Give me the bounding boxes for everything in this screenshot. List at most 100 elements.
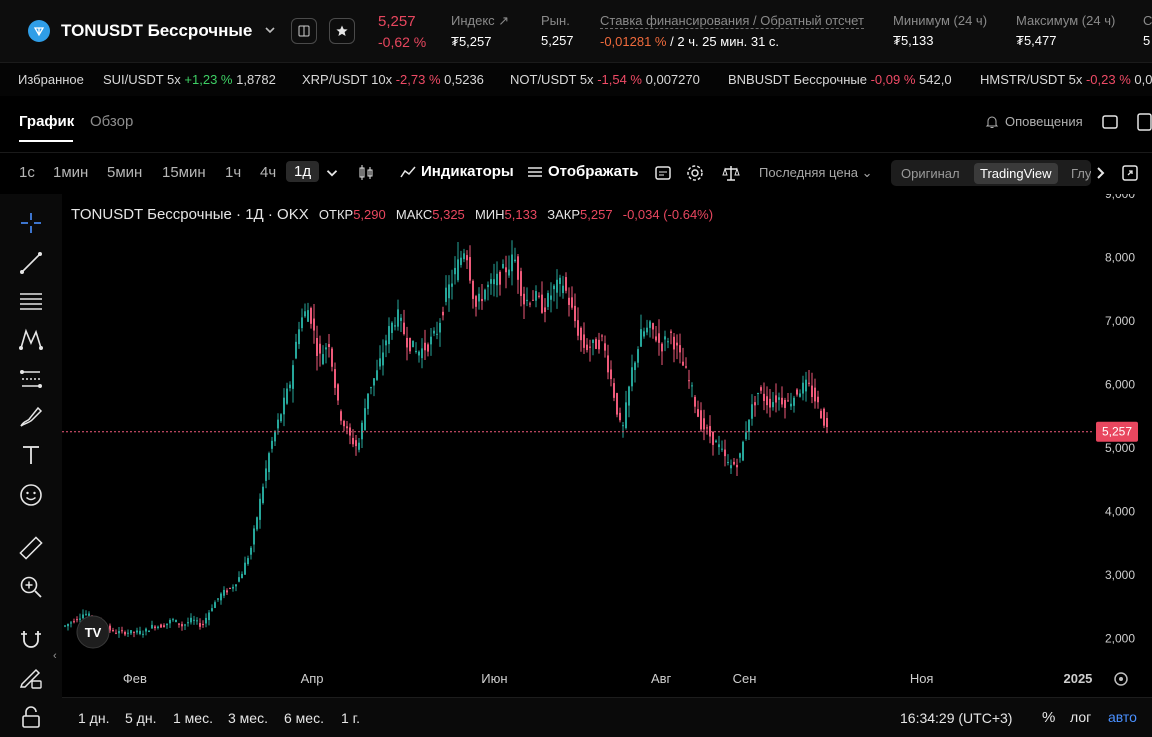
collapse-toolbar-icon[interactable]: ‹	[53, 650, 57, 662]
chevron-down-icon[interactable]	[262, 22, 278, 38]
candle-body	[355, 440, 357, 447]
candle-body	[85, 613, 87, 615]
range-5d[interactable]: 5 дн.	[125, 710, 157, 726]
alerts-button[interactable]: Оповещения	[985, 114, 1083, 129]
scale-icon[interactable]	[722, 164, 740, 182]
candle-body	[724, 449, 726, 457]
range-1y[interactable]: 1 г.	[341, 710, 360, 726]
fullscreen-icon[interactable]	[1121, 164, 1139, 182]
zoom-in-icon[interactable]	[18, 574, 44, 600]
favorite-item[interactable]: NOT/USDT 5x -1,54 % 0,007270	[510, 72, 700, 87]
favorite-item[interactable]: HMSTR/USDT 5x -0,23 % 0,0	[980, 72, 1152, 87]
price-chart[interactable]: 2,000 3,000 4,000 5,000 6,000 7,000 8,000 9,000…	[62, 194, 1152, 697]
favorite-item[interactable]: XRP/USDT 10x -2,73 % 0,5236	[302, 72, 484, 87]
last-price-label-bg	[1096, 421, 1138, 442]
funding-stat[interactable]: Ставка финансирования / Обратный отсчет …	[600, 13, 864, 49]
candle-body	[583, 334, 585, 348]
candle-body	[478, 293, 480, 302]
crosshair-icon[interactable]	[18, 210, 44, 236]
favorite-name: HMSTR/USDT 5x	[980, 72, 1083, 87]
candle-body	[787, 400, 789, 402]
chevron-right-icon[interactable]	[1092, 164, 1110, 182]
magnet-icon[interactable]	[18, 626, 44, 652]
mode-original[interactable]: Оригинал	[901, 166, 960, 181]
tab-overview[interactable]: Обзор	[90, 113, 134, 130]
close-value: 5,257	[580, 207, 613, 222]
candle-body	[187, 622, 189, 624]
candle-body	[334, 369, 336, 388]
candle-body	[652, 323, 654, 330]
candle-body	[658, 333, 660, 343]
range-3m[interactable]: 3 мес.	[228, 710, 268, 726]
auto-toggle[interactable]: авто	[1108, 709, 1137, 725]
candle-body	[610, 369, 612, 380]
price-source-select[interactable]: Последняя цена ⌄	[759, 165, 873, 181]
high-24h-stat: Максимум (24 ч) ₮5,477	[1016, 13, 1115, 48]
candle-body	[310, 308, 312, 324]
candle-body	[130, 630, 132, 634]
candle-body	[379, 358, 381, 367]
horizontal-lines-icon[interactable]	[18, 288, 44, 314]
candle-body	[331, 348, 333, 367]
log-toggle[interactable]: лог	[1070, 709, 1092, 725]
candle-body	[265, 468, 267, 481]
candle-body	[751, 404, 753, 419]
indicators-button[interactable]: Индикаторы	[400, 163, 514, 180]
timeframe-5m[interactable]: 5мин	[107, 164, 143, 181]
instrument-symbol[interactable]: TONUSDT Бессрочные	[61, 21, 253, 40]
favorite-item[interactable]: BNBUSDT Бессрочные -0,09 % 542,0	[728, 72, 952, 87]
range-1m[interactable]: 1 мес.	[173, 710, 213, 726]
pattern-icon[interactable]	[18, 326, 44, 352]
mode-depth[interactable]: Глу	[1071, 166, 1091, 181]
candle-body	[760, 387, 762, 391]
book-icon[interactable]	[291, 18, 317, 44]
display-button[interactable]: Отображать	[527, 163, 638, 180]
candle-body	[388, 326, 390, 345]
brush-icon[interactable]	[18, 404, 44, 430]
window-icon[interactable]	[1102, 115, 1118, 129]
timeframe-1d[interactable]: 1д	[286, 161, 320, 182]
star-icon[interactable]	[329, 18, 355, 44]
layout-icon[interactable]	[1137, 113, 1152, 131]
candle-body	[223, 589, 225, 596]
template-icon[interactable]	[654, 164, 672, 182]
mode-tradingview[interactable]: TradingView	[974, 163, 1058, 184]
candle-body	[403, 322, 405, 335]
text-icon[interactable]	[18, 442, 44, 468]
tab-chart[interactable]: График	[19, 113, 75, 130]
range-6m[interactable]: 6 мес.	[284, 710, 324, 726]
candle-body	[448, 284, 450, 299]
candle-body	[343, 420, 345, 427]
candle-body	[421, 348, 423, 359]
emoji-icon[interactable]	[18, 482, 44, 508]
lock-drawing-icon[interactable]	[18, 664, 44, 690]
percent-toggle[interactable]: %	[1042, 709, 1056, 726]
candles-icon[interactable]	[357, 164, 375, 182]
candle-body	[145, 628, 147, 632]
candle-body	[691, 385, 693, 387]
timeframe-1h[interactable]: 1ч	[225, 164, 242, 181]
chevron-down-icon[interactable]	[323, 164, 341, 182]
candle-body	[427, 344, 429, 352]
clock-timezone[interactable]: 16:34:29 (UTC+3)	[900, 710, 1013, 726]
candle-body	[481, 298, 483, 302]
ruler-icon[interactable]	[18, 535, 44, 561]
external-link-icon[interactable]: ↗	[498, 13, 510, 28]
list-icon	[528, 166, 542, 177]
chart-mode-switcher: Оригинал TradingView Глу	[891, 160, 1091, 186]
timeframe-15m[interactable]: 15мин	[162, 164, 206, 181]
settings-icon[interactable]	[686, 164, 704, 182]
fib-icon[interactable]	[18, 366, 44, 392]
favorite-item[interactable]: SUI/USDT 5x +1,23 % 1,8782	[103, 72, 276, 87]
timeframe-1s[interactable]: 1с	[19, 164, 35, 181]
candle-body	[259, 498, 261, 520]
lock-icon[interactable]	[18, 704, 44, 730]
trend-line-icon[interactable]	[18, 250, 44, 276]
range-1d[interactable]: 1 дн.	[78, 710, 110, 726]
candle-body	[628, 386, 630, 406]
candle-body	[619, 412, 621, 421]
timeframe-1m[interactable]: 1мин	[53, 164, 89, 181]
candle-body	[601, 335, 603, 337]
chart-area[interactable]: 2,000 3,000 4,000 5,000 6,000 7,000 8,000 9,000…	[62, 194, 1152, 737]
timeframe-4h[interactable]: 4ч	[260, 164, 277, 181]
